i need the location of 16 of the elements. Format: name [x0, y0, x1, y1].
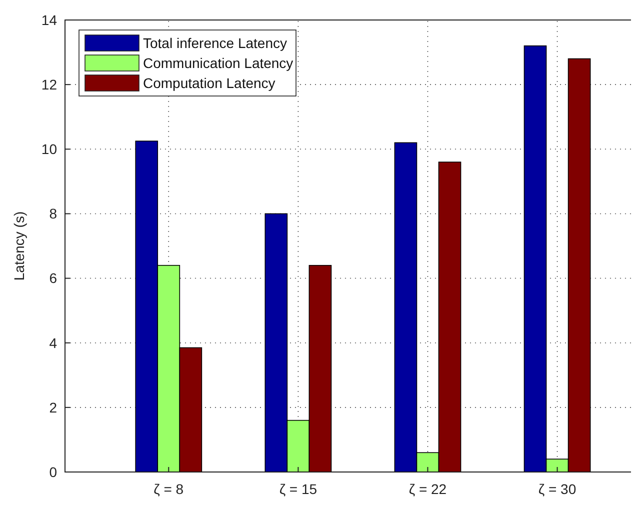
legend-label: Total inference Latency [143, 34, 287, 51]
x-tick-label: ζ = 22 [408, 481, 447, 497]
x-tick-label: ζ = 8 [154, 481, 184, 497]
y-tick-label: 6 [49, 270, 58, 286]
x-tick-label: ζ = 15 [279, 481, 318, 497]
y-tick-label: 10 [41, 141, 58, 158]
y-tick-label: 2 [49, 399, 58, 416]
y-tick-label: 8 [49, 206, 58, 222]
legend-label: Computation Latency [143, 74, 276, 91]
y-tick-label: 0 [49, 464, 58, 480]
x-tick-label: ζ = 30 [538, 481, 576, 497]
legend-label: Communication Latency [143, 54, 294, 71]
y-tick-label: 4 [49, 334, 58, 351]
y-axis-title: Latency (s) [11, 211, 27, 281]
y-tick-label: 12 [41, 76, 58, 92]
y-tick-label: 14 [41, 12, 58, 28]
